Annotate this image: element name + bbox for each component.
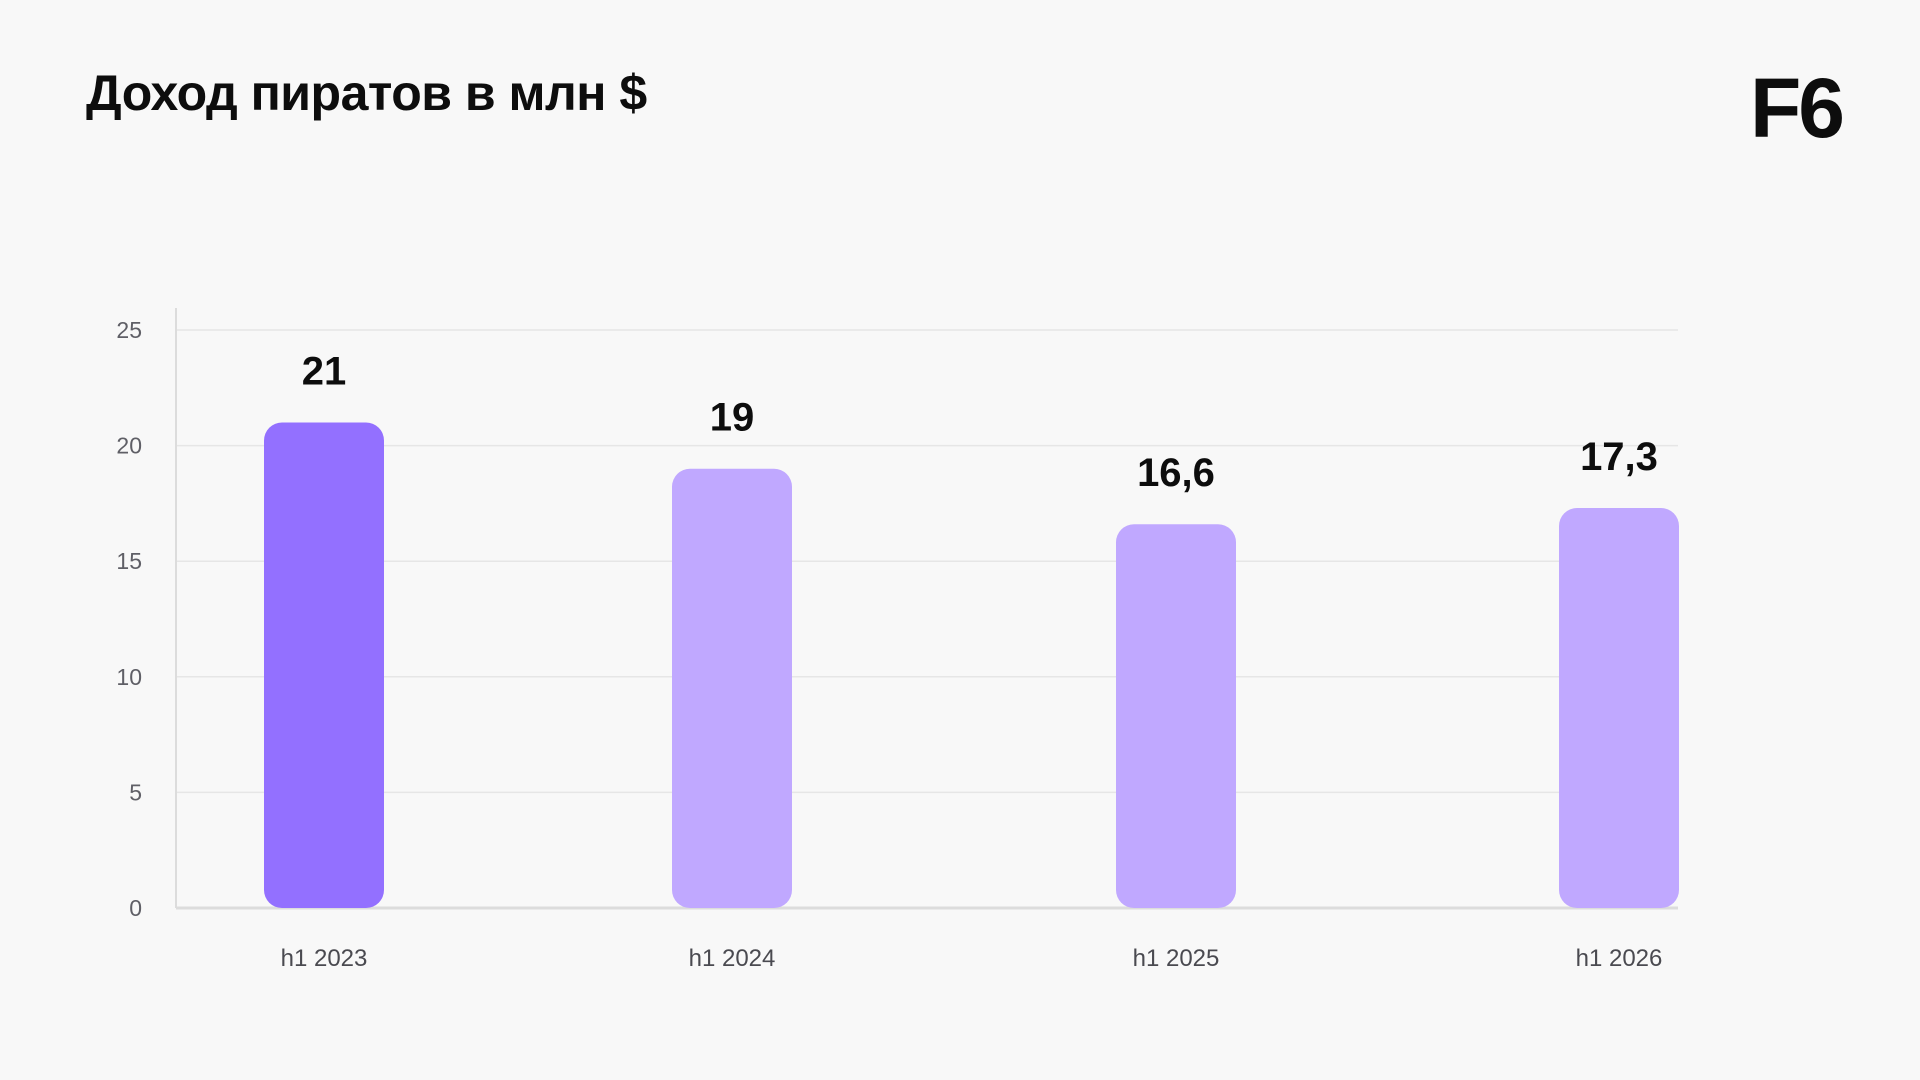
data-labels: 21 19 16,6 17,3: [302, 349, 1658, 495]
f6-logo: F6: [1749, 61, 1845, 155]
data-label: 21: [302, 349, 347, 393]
y-tick-label: 0: [129, 895, 142, 921]
bar-h1-2024: [672, 468, 792, 908]
x-tick-label: h1 2024: [689, 945, 776, 972]
data-label: 17,3: [1580, 435, 1658, 479]
x-tick-label: h1 2025: [1133, 945, 1220, 972]
bar-h1-2026: [1559, 508, 1679, 908]
data-label: 16,6: [1137, 451, 1215, 495]
chart-title: Доход пиратов в млн $: [86, 65, 647, 121]
x-tick-label: h1 2026: [1576, 945, 1663, 972]
x-tick-label: h1 2023: [281, 945, 368, 972]
y-tick-labels: 0 5 10 15 20 25: [116, 317, 142, 921]
y-tick-label: 20: [116, 433, 142, 459]
bars: [264, 422, 1679, 908]
y-tick-label: 25: [116, 317, 142, 343]
bar-h1-2023: [264, 422, 384, 908]
x-tick-labels: h1 2023 h1 2024 h1 2025 h1 2026: [281, 945, 1663, 972]
y-tick-label: 5: [129, 779, 142, 805]
axes: [175, 308, 1678, 910]
data-label: 19: [710, 396, 755, 440]
y-tick-label: 10: [116, 664, 142, 690]
bar-h1-2025: [1116, 524, 1236, 908]
y-tick-label: 15: [116, 548, 142, 574]
gridlines: [176, 329, 1678, 794]
